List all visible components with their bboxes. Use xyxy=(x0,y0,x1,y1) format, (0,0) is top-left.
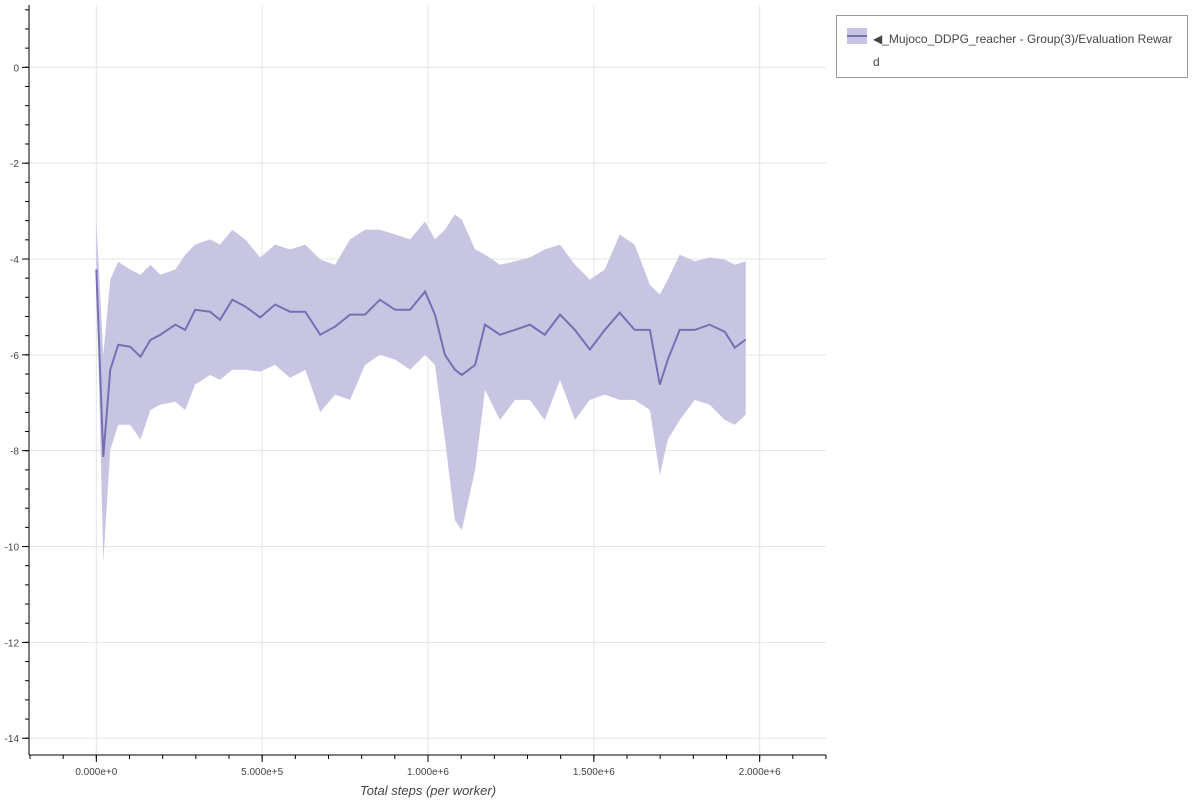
band-layer xyxy=(96,214,746,562)
y-tick-label: -4 xyxy=(10,255,19,266)
x-tick-label: 2.000e+6 xyxy=(739,767,781,778)
legend-swatch-icon xyxy=(847,28,867,44)
y-tick-label: -10 xyxy=(5,543,20,554)
x-axis-label: Total steps (per worker) xyxy=(360,783,496,798)
axes: 0.000e+0 5.000e+5 1.000e+6 1.500e+6 2.000e+6… xyxy=(5,5,827,778)
mean-line xyxy=(95,269,747,457)
x-tick-label: 1.000e+6 xyxy=(407,767,449,778)
x-tick-label: 1.500e+6 xyxy=(573,767,615,778)
x-tick-label: 0.000e+0 xyxy=(75,767,117,778)
y-tick-label: -14 xyxy=(5,734,20,745)
x-tick-label: 5.000e+5 xyxy=(241,767,283,778)
legend-label[interactable]: ◀_Mujoco_DDPG_reacher - Group(3)/Evaluat… xyxy=(873,32,1173,69)
y-tick-label: -12 xyxy=(5,638,20,649)
y-tick-label: -6 xyxy=(10,351,19,362)
line-layer xyxy=(95,269,747,457)
y-tick-label: 0 xyxy=(13,63,19,74)
legend[interactable]: ◀_Mujoco_DDPG_reacher - Group(3)/Evaluat… xyxy=(836,15,1188,78)
std-band xyxy=(96,214,746,562)
y-tick-label: -8 xyxy=(10,447,19,458)
grid xyxy=(30,5,826,755)
y-tick-label: -2 xyxy=(10,159,19,170)
